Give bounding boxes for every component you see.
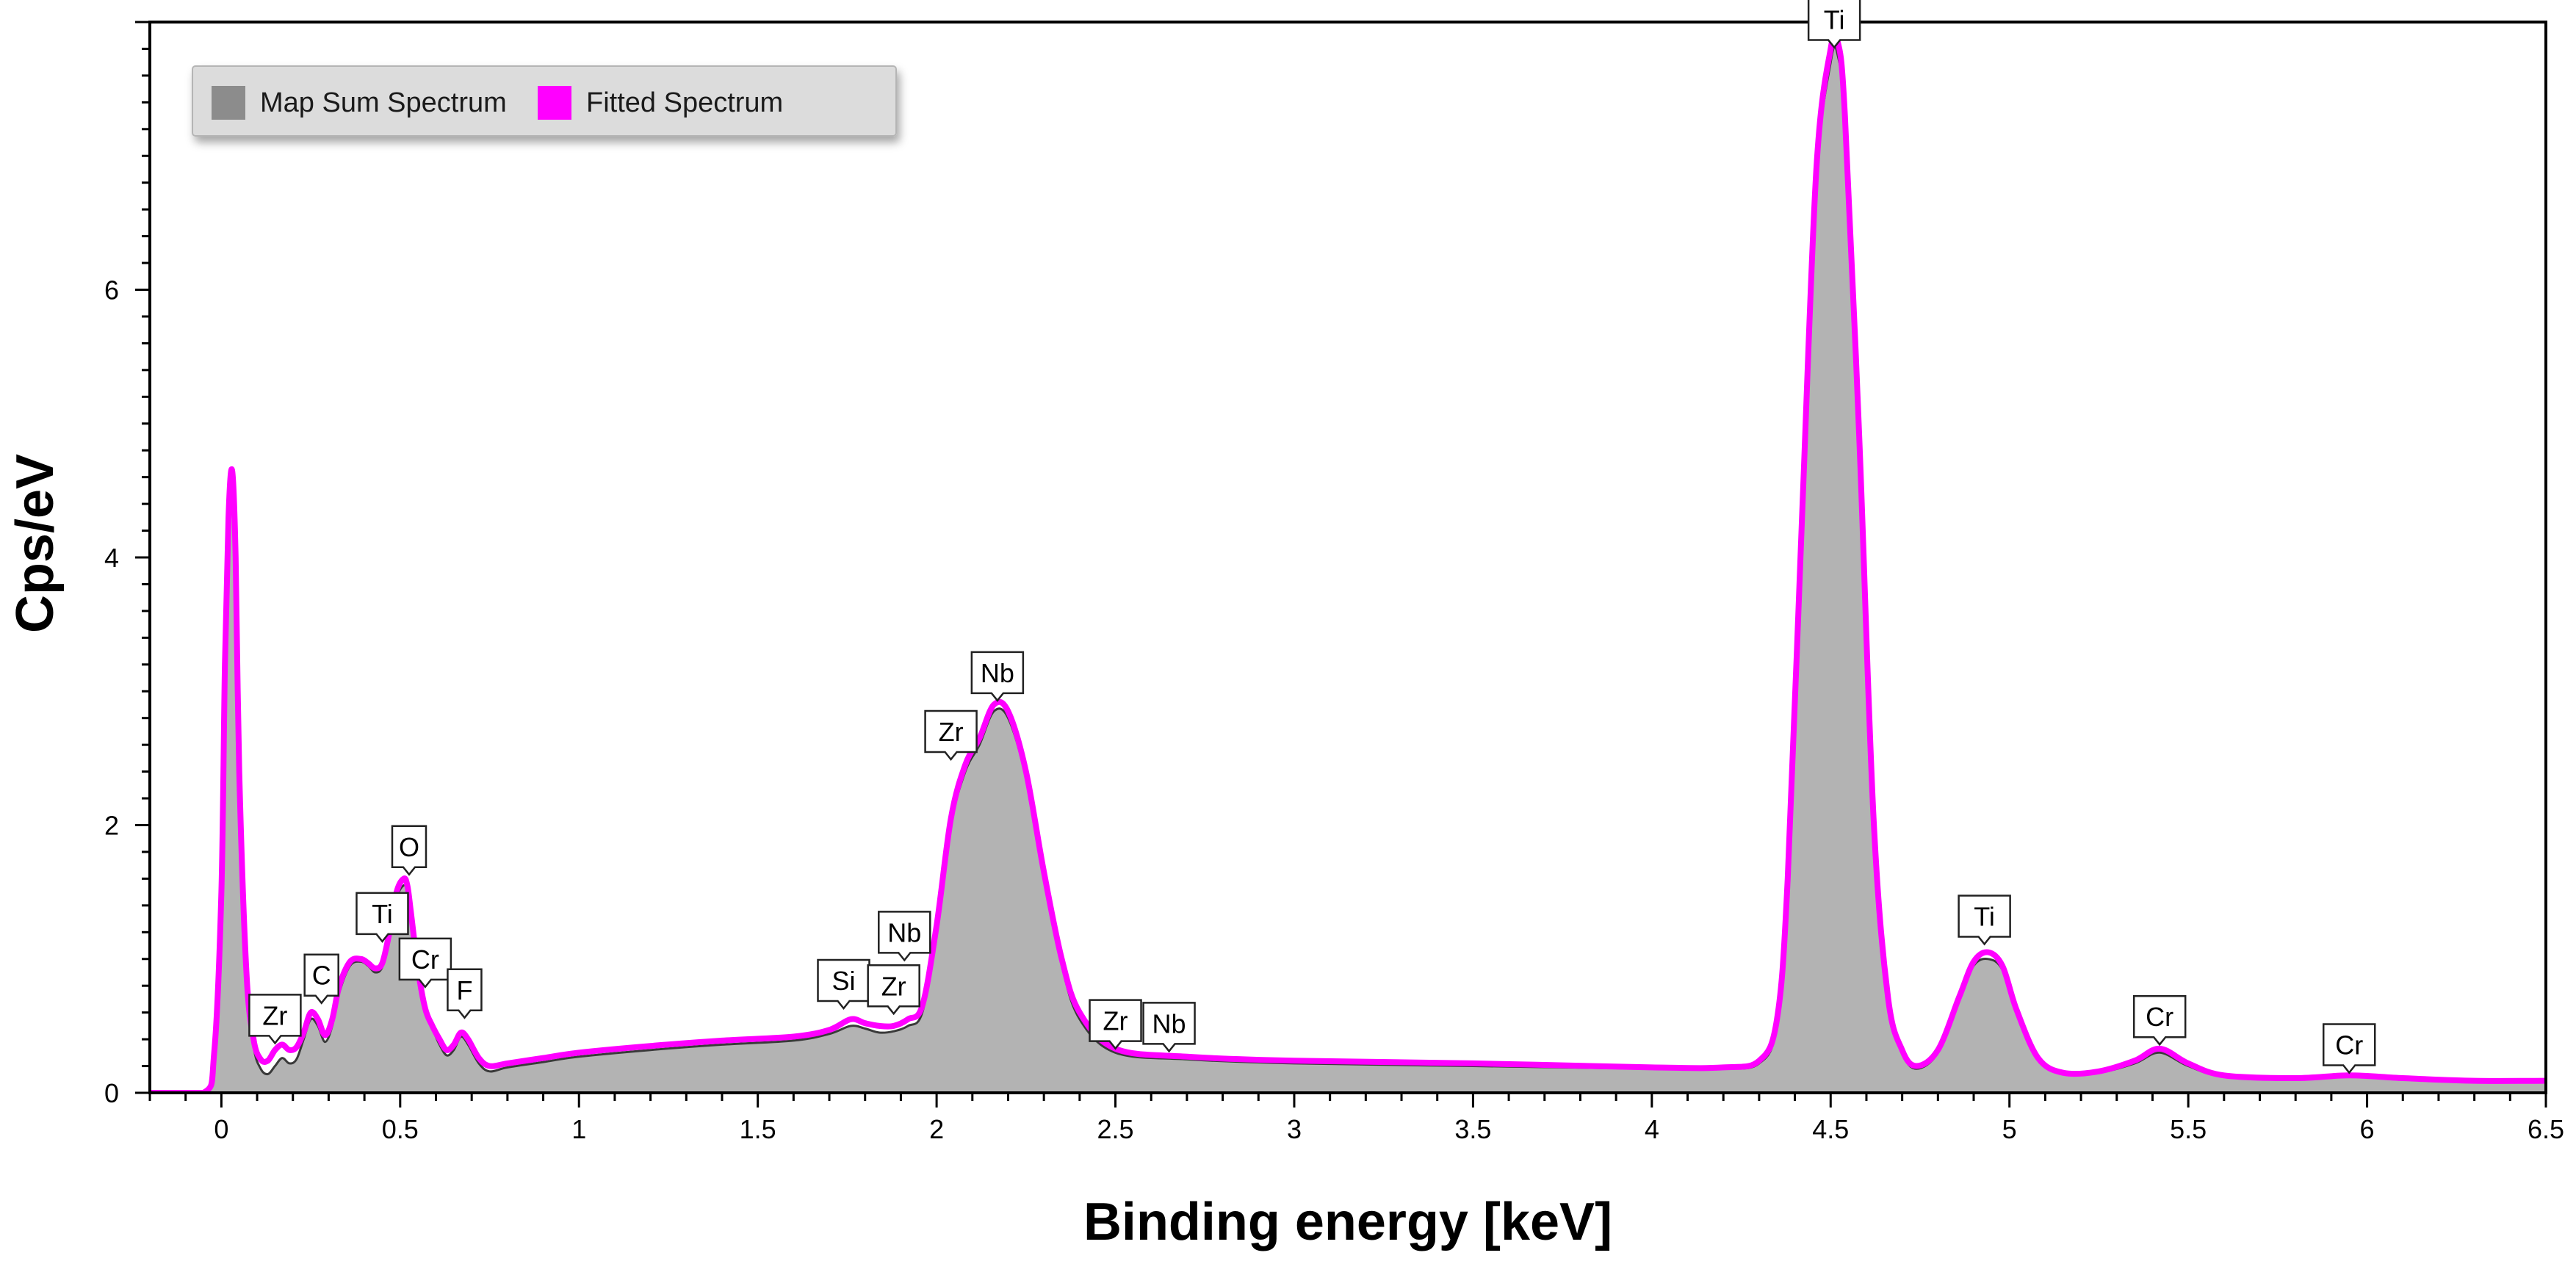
x-axis: 0 0.5 1 1.5 2 2.5 3 3.5 4 4.5 5 5.5 6 6.5 [148,1093,2564,1144]
peak-label-box [924,709,978,762]
peak-label-text: Zr [939,717,964,747]
x-tick-label: 2 [929,1114,944,1144]
y-tick-label: 2 [104,811,119,841]
peak-label-box [248,994,302,1045]
peak-label-text: Nb [1152,1008,1186,1038]
peak-label: Nb [1142,1002,1196,1053]
peak-label-text: Zr [881,971,906,1001]
peak-label-text: Zr [262,1000,287,1030]
peak-label: Cr [2132,994,2187,1047]
peak-label-box [1089,999,1142,1050]
peak-label-text: Ti [1824,4,1845,35]
peak-label-box [1958,895,2011,946]
x-axis-title: Binding energy [keV] [1083,1193,1612,1251]
series-layer [150,30,2546,1093]
peak-label-text: C [312,961,331,991]
x-tick-label: 6.5 [2528,1114,2564,1144]
peak-label: Zr [924,709,978,762]
x-tick-label: 3.5 [1454,1114,1491,1144]
peak-label: Ti [356,892,409,943]
x-tick-label: 5 [2002,1114,2017,1144]
peak-label: O [391,825,427,876]
peak-label-text: Nb [981,658,1014,688]
y-tick-label: 6 [104,275,119,306]
series-line-fitted [150,30,2546,1093]
x-tick-label: 0 [214,1114,228,1144]
x-tick-label: 5.5 [2170,1114,2207,1144]
peak-label-text: Cr [2335,1030,2363,1060]
peak-label: Nb [970,651,1025,702]
peak-label-box [2322,1023,2376,1074]
legend-label-fitted: Fitted Spectrum [586,87,783,118]
x-tick-label: 2.5 [1097,1114,1134,1144]
peak-label-box [447,968,483,1019]
peak-label-text: Si [832,966,856,996]
peak-label-text: Zr [1103,1006,1128,1036]
series-area-map-sum [150,46,2546,1093]
peak-label-text: Cr [2146,1002,2173,1032]
peak-label-box [303,953,339,1005]
peak-label-text: Cr [411,944,439,975]
x-tick-label: 3 [1287,1114,1302,1144]
x-tick-label: 0.5 [382,1114,419,1144]
legend-swatch-map-sum [212,86,245,120]
x-tick-label: 4 [1645,1114,1659,1144]
peak-label-text: Ti [372,899,393,929]
peak-label: Zr [248,994,302,1045]
x-tick-label: 4.5 [1812,1114,1849,1144]
peak-label: Nb [878,911,931,962]
x-tick-label: 1 [571,1114,586,1144]
peak-label-box [356,892,409,943]
legend-label-map-sum: Map Sum Spectrum [260,87,507,118]
peak-label: Zr [867,964,920,1016]
peak-label-box [2132,994,2187,1047]
peak-label-text: Ti [1974,902,1995,932]
peak-label-box [398,937,452,989]
x-tick-label: 1.5 [740,1114,776,1144]
legend: Map Sum Spectrum Fitted Spectrum [192,65,897,137]
y-tick-label: 4 [104,543,119,573]
peak-label: F [447,968,483,1019]
peak-label: Ti [1958,895,2011,946]
peak-label-box [1142,1002,1196,1053]
peak-label-box [1807,0,1861,49]
y-axis-title: Cps/eV [6,454,65,633]
peak-label-text: F [456,975,472,1005]
peak-label: Ti [1807,0,1861,49]
peak-label-box [970,651,1025,702]
peak-label-box [391,825,427,876]
y-axis: 0 2 4 6 [104,21,150,1108]
peak-label-text: O [399,832,419,862]
peak-label: Cr [398,937,452,989]
x-tick-label: 6 [2360,1114,2375,1144]
peak-label: Cr [2322,1023,2376,1074]
legend-swatch-fitted [538,86,571,120]
peak-labels: Ti Nb Zr O Ti Cr F C Zr Si Zr Nb Zr Nb Ti Cr Cr [248,0,2376,1074]
peak-label-text: Nb [887,917,921,947]
y-tick-label: 0 [104,1078,119,1108]
peak-label: Zr [1089,999,1142,1050]
peak-label: C [303,953,339,1005]
peak-label-box [867,964,920,1016]
peak-label: Si [817,958,870,1011]
peak-label-box [878,911,931,962]
